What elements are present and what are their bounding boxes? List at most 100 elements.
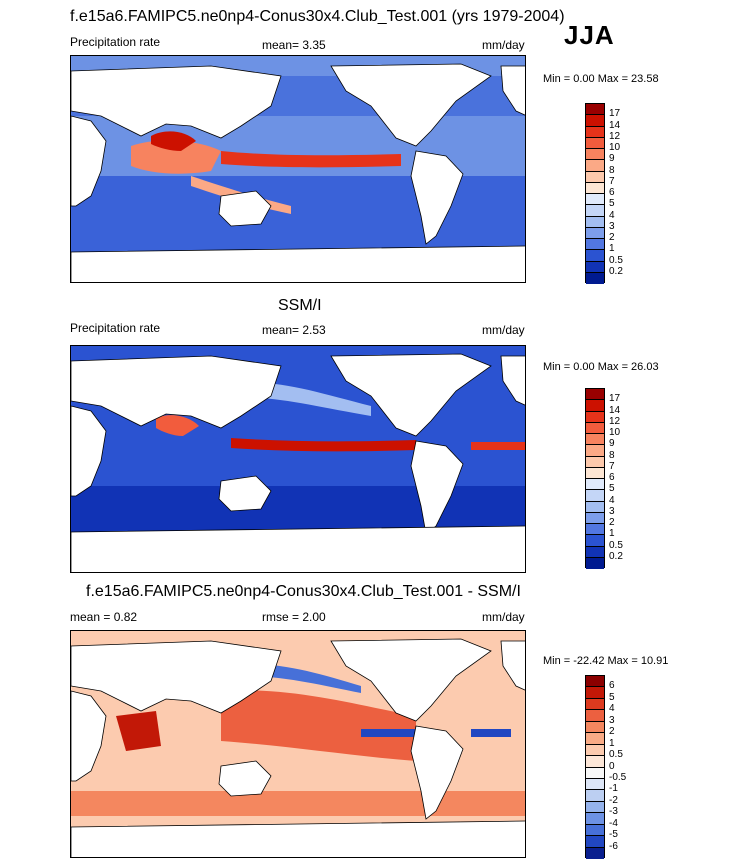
land-north-america [330, 353, 492, 437]
colorbar-tick-label: 0.2 [609, 265, 623, 277]
colorbar-segment [586, 216, 604, 228]
colorbar-segment [586, 104, 604, 116]
colorbar-tick-label: 12 [609, 130, 621, 142]
colorbar-tick-label: 7 [609, 460, 615, 472]
colorbar-tick-label: 17 [609, 393, 621, 405]
colorbar-tick-label: 5 [609, 691, 615, 703]
colorbar-tick-label: 0 [609, 760, 615, 772]
atlantic-itcz [471, 442, 525, 450]
colorbar-tick-label: 6 [609, 472, 615, 483]
colorbar-segment [586, 557, 604, 569]
colorbar-tick-label: 6 [609, 680, 615, 692]
colorbar-segment [586, 115, 604, 127]
colorbar-segment [586, 445, 604, 457]
panel2-colorbar [585, 388, 605, 569]
colorbar-segment [586, 149, 604, 161]
panel3-title: f.e15a6.FAMIPC5.ne0np4-Conus30x4.Club_Te… [86, 583, 521, 600]
land-africa [71, 115, 107, 207]
land-eurasia [71, 640, 282, 714]
panel1-colorbar [585, 103, 605, 284]
panel3-minmax: Min = -22.42 Max = 10.91 [543, 655, 669, 667]
land-europe-east [500, 355, 525, 406]
colorbar-tick-label: 5 [609, 483, 615, 495]
colorbar-tick-label: 17 [609, 108, 621, 120]
colorbar-segment [586, 836, 604, 848]
panel2-units-label: mm/day [482, 323, 525, 337]
colorbar-tick-label: -1 [609, 783, 618, 795]
colorbar-tick-label: -4 [609, 817, 618, 829]
colorbar-tick-label: 4 [609, 494, 615, 506]
colorbar-segment [586, 801, 604, 814]
itcz-band [221, 151, 401, 168]
colorbar-segment [586, 501, 604, 513]
panel1-map-svg [71, 56, 525, 282]
pacific-positive-band [221, 690, 416, 761]
colorbar-tick-label: 6 [609, 187, 615, 198]
panel2-mean-label: mean= 2.53 [262, 323, 326, 337]
colorbar-segment [586, 194, 604, 206]
panel2-map [70, 345, 526, 573]
colorbar-segment [586, 824, 604, 837]
land-australia [218, 475, 272, 512]
colorbar-tick-label: 0.5 [609, 539, 623, 551]
panel1-minmax: Min = 0.00 Max = 23.58 [543, 73, 659, 85]
panel2-title: SSM/I [278, 297, 322, 314]
colorbar-tick-label: 2 [609, 232, 615, 243]
colorbar-segment [586, 239, 604, 251]
panel2-variable-label: Precipitation rate [70, 321, 161, 335]
colorbar-tick-label: -3 [609, 806, 618, 818]
land-antarctica [71, 820, 525, 857]
colorbar-tick-label: -2 [609, 794, 618, 806]
colorbar-segment [586, 137, 604, 149]
colorbar-tick-label: 9 [609, 438, 615, 450]
panel3-map [70, 630, 526, 858]
land-eurasia [71, 355, 282, 429]
atlantic-negative [471, 729, 511, 737]
land-south-america [410, 725, 464, 820]
colorbar-tick-label: 1 [609, 243, 615, 255]
colorbar-tick-label: 1 [609, 737, 615, 749]
colorbar-segment [586, 535, 604, 547]
colorbar-tick-label: 3 [609, 505, 615, 517]
colorbar-tick-label: 4 [609, 703, 615, 715]
colorbar-tick-label: 5 [609, 198, 615, 210]
land-north-america [330, 63, 492, 147]
panel1-variable-label: Precipitation rate [70, 35, 161, 49]
land-south-america [410, 150, 464, 245]
colorbar-segment [586, 467, 604, 479]
colorbar-segment [586, 456, 604, 468]
itcz-band [231, 438, 416, 452]
colorbar-segment [586, 524, 604, 536]
warm-pool-rain [131, 140, 221, 174]
colorbar-tick-label: 14 [609, 119, 621, 131]
colorbar-segment [586, 756, 604, 768]
colorbar-segment [586, 813, 604, 825]
land-europe-east [500, 640, 525, 691]
colorbar-segment [586, 512, 604, 524]
panel1-title: f.e15a6.FAMIPC5.ne0np4-Conus30x4.Club_Te… [70, 8, 565, 25]
land-australia [218, 760, 272, 797]
colorbar-segment [586, 778, 604, 791]
colorbar-segment [586, 261, 604, 273]
colorbar-segment [586, 227, 604, 239]
colorbar-segment [586, 710, 604, 722]
colorbar-segment [586, 479, 604, 491]
colorbar-tick-label: 7 [609, 175, 615, 187]
colorbar-tick-label: 4 [609, 209, 615, 221]
colorbar-segment [586, 272, 604, 284]
panel1-mean-label: mean= 3.35 [262, 38, 326, 52]
colorbar-segment [586, 698, 604, 711]
colorbar-tick-label: 3 [609, 714, 615, 726]
colorbar-segment [586, 126, 604, 138]
colorbar-tick-label: -6 [609, 840, 618, 852]
colorbar-segment [586, 160, 604, 172]
colorbar-segment [586, 687, 604, 699]
monsoon-rain [156, 415, 199, 436]
land-europe-east [500, 65, 525, 116]
colorbar-tick-label: 14 [609, 404, 621, 416]
indian-ocean-positive [116, 711, 161, 751]
colorbar-segment [586, 389, 604, 401]
colorbar-segment [586, 847, 604, 859]
colorbar-segment [586, 733, 604, 745]
panel2-map-svg [71, 346, 525, 572]
